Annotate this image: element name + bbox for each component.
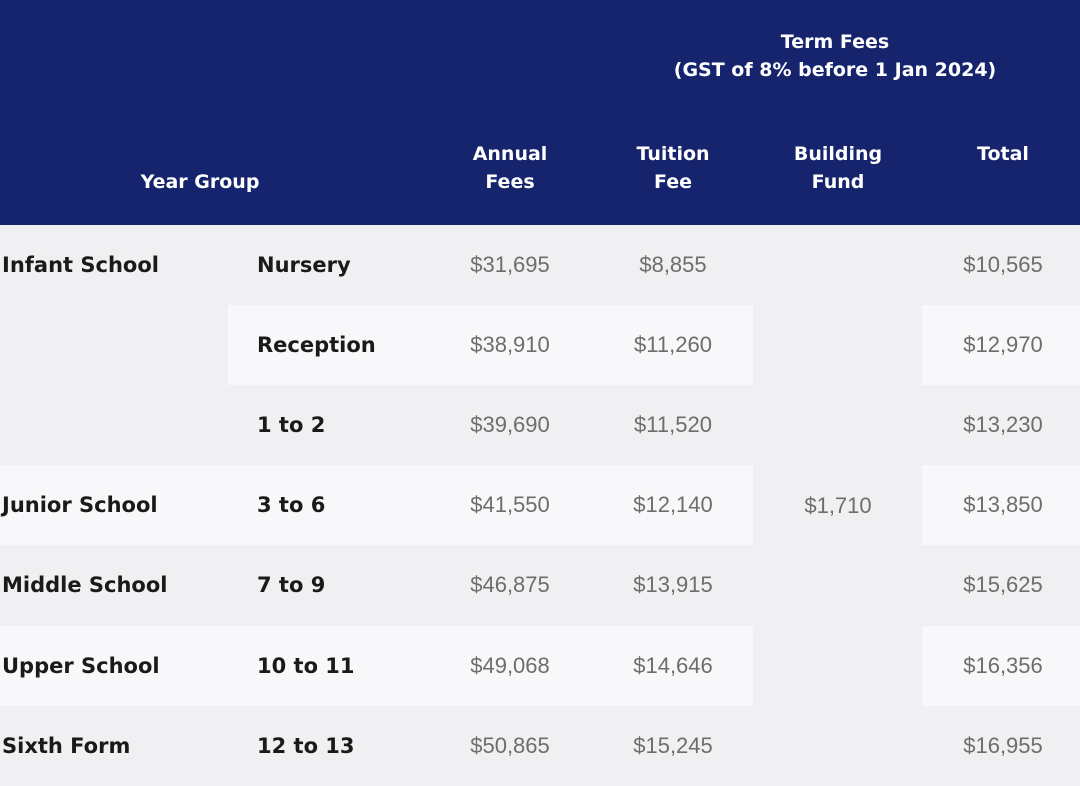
row-highlight bbox=[922, 626, 1080, 706]
row-highlight bbox=[0, 626, 753, 706]
year-group: 1 to 2 bbox=[257, 413, 326, 437]
term-fees-heading: Term Fees (GST of 8% before 1 Jan 2024) bbox=[640, 28, 1030, 84]
total-header: Total bbox=[933, 140, 1073, 168]
school-name: Infant School bbox=[2, 253, 159, 277]
total-fee: $12,970 bbox=[963, 332, 1043, 357]
annual-fees: $39,690 bbox=[470, 412, 550, 437]
tuition-fee-header: Tuition Fee bbox=[603, 140, 743, 196]
school-name: Junior School bbox=[2, 493, 158, 517]
annual-fees-header-line-1: Annual bbox=[472, 143, 548, 165]
year-group: Reception bbox=[257, 333, 376, 357]
total-header-line-1: Total bbox=[977, 143, 1029, 165]
tuition-fee: $8,855 bbox=[639, 252, 707, 277]
tuition-fee-header-line-1: Tuition bbox=[636, 143, 710, 165]
building-fund-header-line-2: Fund bbox=[811, 171, 865, 193]
table-row: Sixth Form 12 to 13 $50,865 $15,245 $16,… bbox=[0, 706, 1080, 786]
school-name: Middle School bbox=[2, 573, 168, 597]
total-fee: $13,230 bbox=[963, 412, 1043, 437]
building-fund-value: $1,710 bbox=[804, 493, 872, 518]
building-fund-header: Building Fund bbox=[768, 140, 908, 196]
school-name: Sixth Form bbox=[2, 734, 131, 758]
total-fee: $16,955 bbox=[963, 733, 1043, 758]
annual-fees: $38,910 bbox=[470, 332, 550, 357]
year-group: Nursery bbox=[257, 253, 351, 277]
year-group: 10 to 11 bbox=[257, 654, 355, 678]
table-row: 1 to 2 $39,690 $11,520 $13,230 bbox=[0, 385, 1080, 465]
year-group: 7 to 9 bbox=[257, 573, 326, 597]
total-fee: $10,565 bbox=[963, 252, 1043, 277]
annual-fees: $31,695 bbox=[470, 252, 550, 277]
table-row: Middle School 7 to 9 $46,875 $13,915 $15… bbox=[0, 545, 1080, 625]
building-fund-header-line-1: Building bbox=[793, 143, 883, 165]
tuition-fee: $11,260 bbox=[634, 332, 712, 357]
row-highlight bbox=[922, 305, 1080, 385]
row-highlight bbox=[228, 305, 753, 385]
term-fees-title: Term Fees bbox=[780, 31, 890, 53]
total-fee: $16,356 bbox=[963, 653, 1043, 678]
table-body: Infant School Nursery $31,695 $8,855 $10… bbox=[0, 225, 1080, 786]
table-row: Junior School 3 to 6 $41,550 $12,140 $13… bbox=[0, 465, 1080, 545]
table-row: Upper School 10 to 11 $49,068 $14,646 $1… bbox=[0, 626, 1080, 706]
annual-fees: $49,068 bbox=[470, 653, 550, 678]
total-fee: $13,850 bbox=[963, 492, 1043, 517]
year-group-header: Year Group bbox=[140, 171, 260, 193]
annual-fees-header-line-2: Fees bbox=[485, 171, 535, 193]
year-group: 3 to 6 bbox=[257, 493, 326, 517]
tuition-fee: $15,245 bbox=[633, 733, 713, 758]
table-header: Term Fees (GST of 8% before 1 Jan 2024) … bbox=[0, 0, 1080, 225]
tuition-fee: $14,646 bbox=[633, 653, 713, 678]
row-highlight bbox=[0, 465, 753, 545]
total-fee: $15,625 bbox=[963, 572, 1043, 597]
annual-fees-header: Annual Fees bbox=[440, 140, 580, 196]
table-row: Infant School Nursery $31,695 $8,855 $10… bbox=[0, 225, 1080, 305]
row-highlight bbox=[922, 465, 1080, 545]
year-group: 12 to 13 bbox=[257, 734, 355, 758]
school-name: Upper School bbox=[2, 654, 160, 678]
annual-fees: $50,865 bbox=[470, 733, 550, 758]
term-fees-note: (GST of 8% before 1 Jan 2024) bbox=[673, 59, 997, 81]
tuition-fee: $13,915 bbox=[633, 572, 713, 597]
annual-fees: $41,550 bbox=[470, 492, 550, 517]
annual-fees: $46,875 bbox=[470, 572, 550, 597]
tuition-fee: $11,520 bbox=[634, 412, 712, 437]
tuition-fee: $12,140 bbox=[633, 492, 713, 517]
table-row: Reception $38,910 $11,260 $12,970 bbox=[0, 305, 1080, 385]
tuition-fee-header-line-2: Fee bbox=[654, 171, 692, 193]
